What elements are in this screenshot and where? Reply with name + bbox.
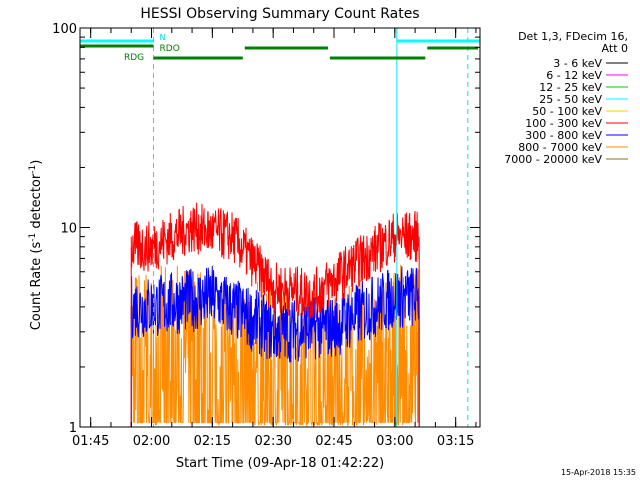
legend-entry: 100 - 300 keV	[525, 117, 628, 130]
legend-header: Att 0	[602, 42, 628, 55]
rdg-flag-label: RDG	[124, 53, 144, 63]
legend-entry: 6 - 12 keV	[546, 69, 628, 82]
y-tick-label: 1	[69, 421, 77, 436]
x-tick-label: 02:30	[254, 434, 291, 449]
legend-label: 50 - 100 keV	[532, 105, 602, 118]
x-tick-label: 01:45	[72, 434, 109, 449]
legend-label: 25 - 50 keV	[539, 93, 602, 106]
legend-entry: 50 - 100 keV	[532, 105, 628, 118]
legend-label: 3 - 6 keV	[553, 57, 602, 70]
plot-area: N RDO RDG 1 10 100 01:45 02:00 02:15 02:30 02:45 03…	[52, 22, 481, 449]
legend-label: 100 - 300 keV	[525, 117, 602, 130]
legend-label: 7000 - 20000 keV	[504, 153, 602, 166]
legend-label: 6 - 12 keV	[546, 69, 602, 82]
legend-label: 800 - 7000 keV	[518, 141, 602, 154]
x-tick-label: 02:45	[315, 434, 352, 449]
chart-title: HESSI Observing Summary Count Rates	[140, 6, 419, 22]
series-trace	[130, 202, 420, 319]
legend-label: 12 - 25 keV	[539, 81, 602, 94]
series-100-300-kev	[130, 202, 420, 427]
y-axis-label: Count Rate (s-1 detector-1)	[28, 160, 44, 331]
x-tick-label: 02:00	[133, 434, 170, 449]
footer-date: 15-Apr-2018 15:35	[561, 468, 636, 477]
legend-label: 300 - 800 keV	[525, 129, 602, 142]
x-tick-label: 02:15	[194, 434, 231, 449]
x-tick-label: 03:15	[437, 434, 474, 449]
x-tick-label: 03:00	[376, 434, 413, 449]
legend-header: Det 1,3, FDecim 16,	[518, 30, 628, 43]
legend-entry: 3 - 6 keV	[553, 57, 628, 70]
legend-entry: 800 - 7000 keV	[518, 141, 628, 154]
y-tick-label: 10	[60, 222, 77, 237]
legend-entry: 12 - 25 keV	[539, 81, 628, 94]
y-tick-label: 100	[52, 22, 77, 37]
legend-entry: 7000 - 20000 keV	[504, 153, 628, 166]
x-axis-label: Start Time (09-Apr-18 01:42:22)	[176, 456, 384, 471]
rdo-flag-label: RDO	[160, 44, 180, 54]
legend-entry: 25 - 50 keV	[539, 93, 628, 106]
series-trace	[130, 264, 420, 427]
night-flag-label: N	[160, 33, 166, 42]
legend-entry: 300 - 800 keV	[525, 129, 628, 142]
